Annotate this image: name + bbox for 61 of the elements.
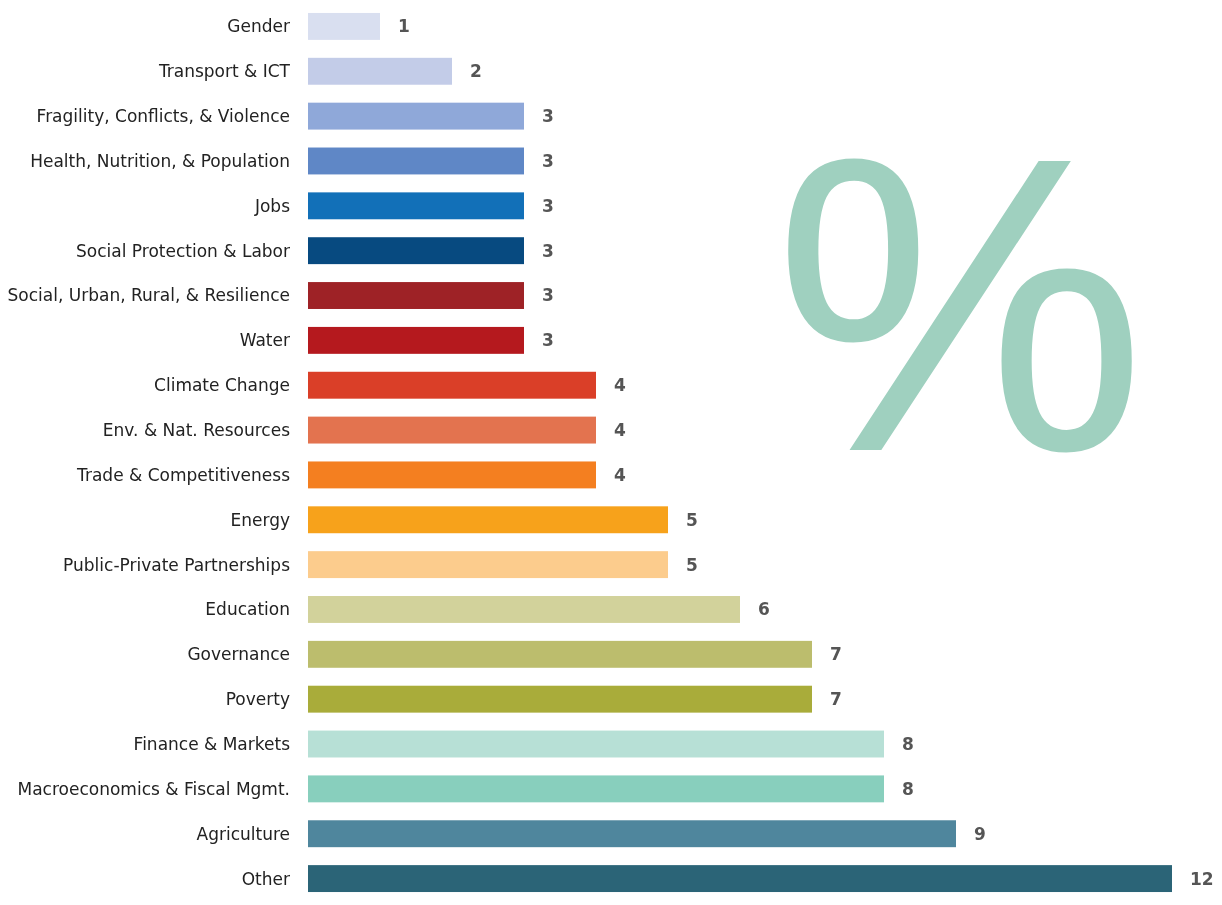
data-label: 5 — [686, 554, 698, 575]
bar — [308, 371, 596, 399]
bar — [308, 820, 956, 848]
y-tick-label: Social, Urban, Rural, & Resilience — [7, 285, 290, 306]
y-tick-label: Water — [239, 330, 290, 351]
bar — [308, 282, 524, 309]
bar — [308, 461, 596, 489]
y-tick-label: Poverty — [225, 689, 290, 710]
annotation: % — [773, 70, 1147, 539]
data-label: 7 — [830, 644, 842, 665]
data-label: 6 — [758, 599, 770, 620]
data-label: 3 — [542, 330, 554, 351]
data-label: 3 — [542, 285, 554, 306]
y-tick-label: Jobs — [253, 195, 291, 216]
bar — [308, 192, 524, 220]
bar — [308, 12, 380, 40]
y-tick-label: Gender — [227, 16, 290, 37]
bar — [308, 416, 596, 444]
data-label: 3 — [542, 150, 554, 171]
y-tick-label: Fragility, Conflicts, & Violence — [36, 106, 290, 127]
data-label: 8 — [902, 733, 914, 754]
y-tick-label: Health, Nutrition, & Population — [30, 150, 290, 171]
y-tick-label: Governance — [187, 644, 290, 665]
bar — [308, 596, 740, 623]
data-label: 2 — [470, 61, 482, 82]
bar — [308, 237, 524, 265]
data-label: 9 — [974, 823, 986, 844]
bar — [308, 865, 1172, 893]
bar — [308, 102, 524, 130]
data-label: 3 — [542, 195, 554, 216]
bar — [308, 640, 812, 668]
data-label: 5 — [686, 509, 698, 530]
data-label: 12 — [1190, 868, 1214, 889]
data-label: 4 — [614, 420, 626, 441]
data-label: 4 — [614, 375, 626, 396]
data-label: 7 — [830, 689, 842, 710]
bar — [308, 685, 812, 713]
y-tick-label: Trade & Competitiveness — [76, 464, 291, 485]
y-tick-label: Finance & Markets — [133, 733, 291, 754]
data-label: 3 — [542, 106, 554, 127]
bar — [308, 147, 524, 175]
data-label: 3 — [542, 240, 554, 261]
data-label: 1 — [398, 16, 410, 37]
bar — [308, 775, 884, 803]
bar — [308, 326, 524, 354]
bar — [308, 730, 884, 758]
y-tick-label: Env. & Nat. Resources — [102, 420, 291, 441]
y-tick-label: Education — [205, 599, 290, 620]
bar — [308, 57, 452, 85]
y-tick-label: Public-Private Partnerships — [63, 554, 291, 575]
y-tick-label: Transport & ICT — [157, 61, 291, 82]
y-tick-label: Macroeconomics & Fiscal Mgmt. — [17, 778, 290, 799]
y-tick-label: Social Protection & Labor — [76, 240, 290, 261]
y-tick-label: Energy — [230, 509, 290, 530]
y-tick-label: Other — [241, 868, 290, 889]
data-label: 4 — [614, 464, 626, 485]
data-label: 8 — [902, 778, 914, 799]
bar — [308, 551, 668, 579]
y-tick-label: Climate Change — [154, 375, 290, 396]
y-tick-label: Agriculture — [196, 823, 290, 844]
bar — [308, 506, 668, 534]
